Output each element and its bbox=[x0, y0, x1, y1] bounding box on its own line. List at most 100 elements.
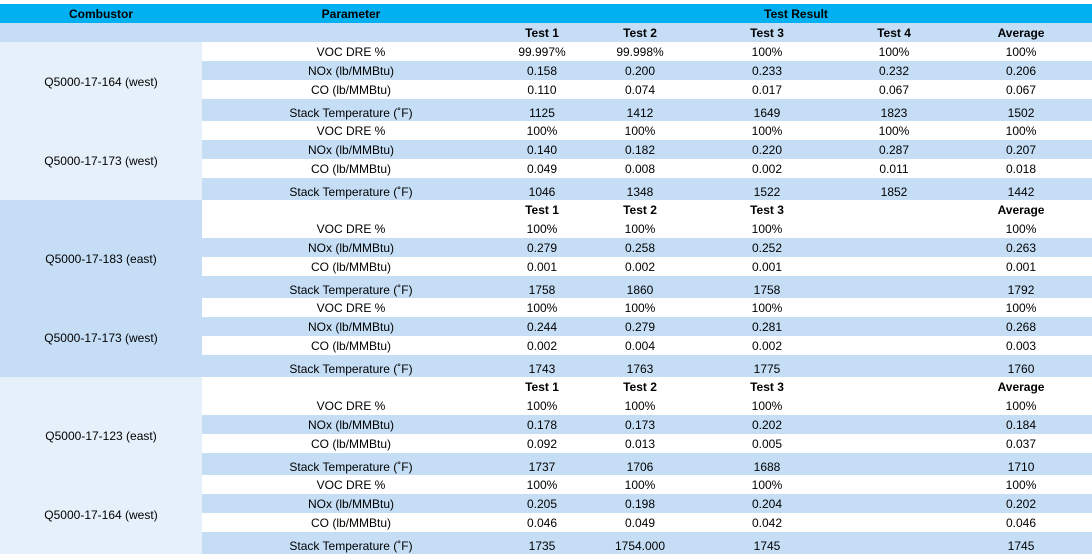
combustor-name: Q5000-17-173 (west) bbox=[0, 121, 202, 200]
result-cell: 0.067 bbox=[950, 80, 1092, 99]
result-cell bbox=[838, 219, 950, 238]
table-row: CO (lb/MMBtu) 0.046 0.049 0.042 0.046 bbox=[0, 513, 1092, 532]
result-cell: 0.011 bbox=[838, 159, 950, 178]
result-cell: 1046 bbox=[500, 178, 584, 200]
result-cell: 0.173 bbox=[584, 415, 696, 434]
result-cell: 100% bbox=[950, 219, 1092, 238]
table-row: CO (lb/MMBtu) 0.110 0.074 0.017 0.067 0.067 bbox=[0, 80, 1092, 99]
result-cell: 100% bbox=[696, 298, 838, 317]
result-cell: 1760 bbox=[950, 355, 1092, 377]
test-column-label: Test 3 bbox=[696, 377, 838, 396]
result-cell: 1775 bbox=[696, 355, 838, 377]
table-row: Stack Temperature (˚F) 1735 1754.000 1745 17… bbox=[0, 532, 1092, 554]
result-cell: 0.279 bbox=[500, 238, 584, 257]
parameter-label: CO (lb/MMBtu) bbox=[202, 434, 500, 453]
result-cell: 0.184 bbox=[950, 415, 1092, 434]
table-row: NOx (lb/MMBtu) 0.244 0.279 0.281 0.268 bbox=[0, 317, 1092, 336]
result-cell: 1792 bbox=[950, 276, 1092, 298]
parameter-label: NOx (lb/MMBtu) bbox=[202, 494, 500, 513]
parameter-header: Parameter bbox=[202, 4, 500, 23]
combustor-header: Combustor bbox=[0, 4, 202, 23]
test-column-label: Average bbox=[950, 377, 1092, 396]
test-column-label: Test 1 bbox=[500, 200, 584, 219]
result-cell: 0.268 bbox=[950, 317, 1092, 336]
result-cell: 0.001 bbox=[696, 257, 838, 276]
combustor-name: Q5000-17-164 (west) bbox=[0, 42, 202, 121]
test-header-row: Test 1 Test 2 Test 3 Test 4 Average bbox=[0, 23, 1092, 42]
parameter-label: CO (lb/MMBtu) bbox=[202, 159, 500, 178]
result-cell bbox=[838, 453, 950, 475]
result-cell: 1706 bbox=[584, 453, 696, 475]
result-cell: 100% bbox=[500, 475, 584, 494]
parameter-label: Stack Temperature (˚F) bbox=[202, 453, 500, 475]
result-cell: 1758 bbox=[696, 276, 838, 298]
result-cell: 100% bbox=[950, 42, 1092, 61]
table-row: Q5000-17-183 (east) VOC DRE % 100% 100% 100%… bbox=[0, 219, 1092, 298]
result-cell: 100% bbox=[500, 298, 584, 317]
result-cell: 0.198 bbox=[584, 494, 696, 513]
test-column-label: Test 2 bbox=[584, 377, 696, 396]
result-cell: 100% bbox=[950, 475, 1092, 494]
table-row: NOx (lb/MMBtu) 0.205 0.198 0.204 0.202 bbox=[0, 494, 1092, 513]
result-cell: 0.287 bbox=[838, 140, 950, 159]
result-cell: 0.042 bbox=[696, 513, 838, 532]
result-cell bbox=[838, 396, 950, 415]
parameter-label: Stack Temperature (˚F) bbox=[202, 532, 500, 554]
table-row: Q5000-17-123 (east) VOC DRE % 100% 100% 100%… bbox=[0, 396, 1092, 475]
result-cell: 1710 bbox=[950, 453, 1092, 475]
result-cell bbox=[838, 355, 950, 377]
result-cell: 0.049 bbox=[500, 159, 584, 178]
result-cell: 1649 bbox=[696, 99, 838, 121]
result-cell: 0.182 bbox=[584, 140, 696, 159]
result-cell bbox=[838, 434, 950, 453]
test-column-label: Average bbox=[950, 23, 1092, 42]
result-cell: 1754.000 bbox=[584, 532, 696, 554]
result-cell: 1348 bbox=[584, 178, 696, 200]
result-cell: 100% bbox=[584, 219, 696, 238]
result-cell: 100% bbox=[696, 121, 838, 140]
group-spacer bbox=[0, 200, 202, 219]
result-cell: 1763 bbox=[584, 355, 696, 377]
result-cell: 1823 bbox=[838, 99, 950, 121]
result-cell: 1745 bbox=[696, 532, 838, 554]
result-cell: 0.003 bbox=[950, 336, 1092, 355]
result-cell: 1737 bbox=[500, 453, 584, 475]
table-row: Stack Temperature (˚F) 1046 1348 1522 1852 14… bbox=[0, 178, 1092, 200]
result-cell: 1758 bbox=[500, 276, 584, 298]
test-column-label: Test 3 bbox=[696, 23, 838, 42]
combustor-name: Q5000-17-173 (west) bbox=[0, 298, 202, 377]
result-cell: 0.207 bbox=[950, 140, 1092, 159]
parameter-label: Stack Temperature (˚F) bbox=[202, 355, 500, 377]
parameter-label: VOC DRE % bbox=[202, 42, 500, 61]
test-column-label: Test 1 bbox=[500, 23, 584, 42]
parameter-label: VOC DRE % bbox=[202, 298, 500, 317]
result-cell: 1442 bbox=[950, 178, 1092, 200]
result-cell: 100% bbox=[500, 121, 584, 140]
test-column-label: Test 2 bbox=[584, 200, 696, 219]
result-cell: 100% bbox=[950, 396, 1092, 415]
result-cell: 1502 bbox=[950, 99, 1092, 121]
parameter-label: CO (lb/MMBtu) bbox=[202, 80, 500, 99]
parameter-label: NOx (lb/MMBtu) bbox=[202, 415, 500, 434]
test-header-row: Test 1 Test 2 Test 3 Average bbox=[0, 377, 1092, 396]
header-row: Combustor Parameter Test Result bbox=[0, 4, 1092, 23]
test-column-label bbox=[838, 377, 950, 396]
result-cell: 1735 bbox=[500, 532, 584, 554]
table-row: Stack Temperature (˚F) 1758 1860 1758 1792 bbox=[0, 276, 1092, 298]
result-cell: 0.074 bbox=[584, 80, 696, 99]
result-cell: 100% bbox=[696, 42, 838, 61]
parameter-label: CO (lb/MMBtu) bbox=[202, 513, 500, 532]
result-cell: 0.013 bbox=[584, 434, 696, 453]
result-cell: 0.001 bbox=[500, 257, 584, 276]
result-cell bbox=[838, 298, 950, 317]
parameter-label: Stack Temperature (˚F) bbox=[202, 99, 500, 121]
test-column-label: Test 1 bbox=[500, 377, 584, 396]
parameter-label: VOC DRE % bbox=[202, 475, 500, 494]
result-cell: 0.220 bbox=[696, 140, 838, 159]
result-cell: 0.252 bbox=[696, 238, 838, 257]
test-column-label: Test 4 bbox=[838, 23, 950, 42]
result-cell: 0.263 bbox=[950, 238, 1092, 257]
result-cell: 0.281 bbox=[696, 317, 838, 336]
parameter-spacer bbox=[202, 200, 500, 219]
result-cell bbox=[838, 317, 950, 336]
